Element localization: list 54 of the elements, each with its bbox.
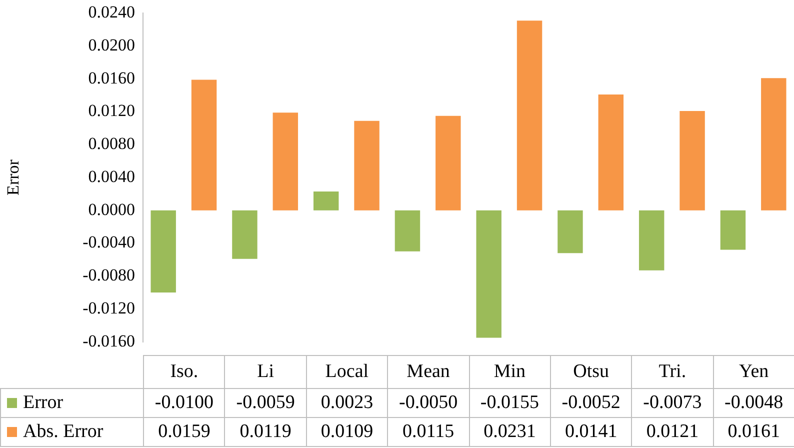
bar: [720, 210, 746, 250]
data-label: 0.0023: [306, 388, 388, 418]
legend-label: Abs. Error: [0, 418, 144, 446]
bar: [232, 210, 258, 259]
y-tick-label: -0.0120: [82, 298, 135, 318]
data-label: -0.0052: [550, 388, 632, 418]
bar: [191, 80, 217, 210]
y-tick-label: 0.0000: [88, 200, 135, 219]
data-label: 0.0141: [550, 418, 632, 446]
y-axis-title: Error: [4, 159, 23, 196]
bar: [598, 94, 624, 210]
data-label: 0.0109: [306, 418, 388, 446]
data-label: 0.0159: [144, 418, 225, 446]
x-tick-label: Iso.: [144, 356, 225, 388]
bar: [150, 210, 176, 293]
data-label: 0.0121: [632, 418, 714, 446]
bar: [476, 210, 502, 338]
y-tick-label: -0.0040: [82, 232, 135, 252]
bar: [638, 210, 664, 270]
bar: [436, 116, 461, 210]
data-label: -0.0059: [224, 388, 306, 418]
x-tick-label: Min: [469, 356, 550, 388]
bar: [680, 110, 705, 210]
bar: [354, 120, 380, 210]
x-tick-label: Yen: [713, 356, 794, 388]
legend-label: Error: [0, 388, 144, 418]
x-tick-label: Mean: [388, 356, 469, 388]
bar: [761, 78, 786, 210]
y-tick-label: 0.0120: [88, 101, 135, 120]
y-tick-label: 0.0200: [88, 36, 135, 55]
data-label: 0.0115: [388, 418, 469, 446]
y-tick-label: 0.0040: [88, 166, 135, 186]
data-label: -0.0155: [469, 388, 550, 418]
y-tick-label: 0.0160: [88, 68, 135, 88]
data-label: -0.0100: [144, 388, 225, 418]
data-label: -0.0050: [388, 388, 469, 418]
data-label: 0.0119: [224, 418, 306, 446]
bar: [272, 112, 298, 210]
bar: [394, 210, 420, 252]
bar: [313, 191, 339, 210]
bar: [516, 20, 542, 210]
x-tick-label: Tri.: [632, 356, 714, 388]
y-tick-label: 0.0080: [88, 134, 135, 154]
x-tick-label: Otsu: [550, 356, 632, 388]
y-tick-label: 0.0240: [88, 2, 135, 22]
data-label: -0.0048: [713, 388, 794, 418]
data-label: 0.0161: [713, 418, 794, 446]
y-tick-label: -0.0080: [82, 266, 135, 285]
x-tick-label: Local: [306, 356, 388, 388]
x-tick-label: Li: [224, 356, 306, 388]
data-label: -0.0073: [632, 388, 714, 418]
y-tick-label: -0.0160: [82, 331, 135, 350]
bar: [558, 210, 583, 254]
data-label: 0.0231: [469, 418, 550, 446]
